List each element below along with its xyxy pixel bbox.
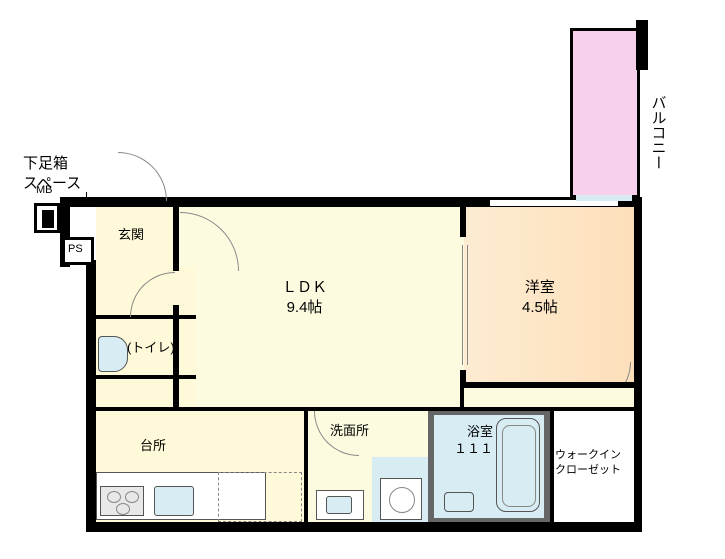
label-ldk: ＬＤＫ 9.4帖 — [282, 278, 327, 317]
label-ps: PS — [68, 242, 83, 256]
label-kitchen: 台所 — [140, 438, 166, 455]
label-balcony: バルコニー — [648, 95, 668, 170]
label-wic: ウォークイン クローゼット — [555, 448, 621, 479]
label-genkan: 玄関 — [118, 227, 144, 244]
fixture-tub — [496, 418, 540, 512]
door-entrance — [118, 152, 167, 201]
room-hall2 — [96, 379, 196, 407]
label-toilet: (トイレ) — [127, 340, 175, 357]
fixture-stove — [100, 486, 144, 516]
room-mb — [34, 203, 60, 233]
room-balcony — [570, 28, 640, 198]
fixture-sink — [154, 486, 194, 516]
label-bedroom: 洋室 4.5帖 — [522, 278, 558, 317]
fixture-toilet — [98, 336, 128, 372]
floorplan-canvas: バルコニー ＬＤＫ 9.4帖 洋室 4.5帖 玄関 (トイレ) 台所 — [0, 0, 725, 559]
label-shoe-space: 下足箱 スペース — [23, 154, 81, 193]
fixture-washer — [380, 478, 422, 520]
